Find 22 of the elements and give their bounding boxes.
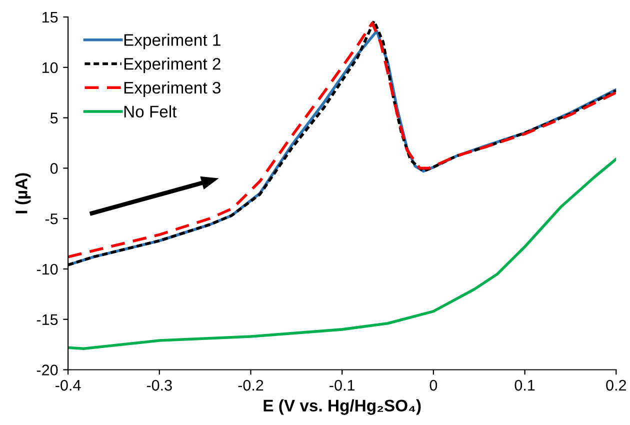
x-tick-label: 0 bbox=[430, 380, 438, 391]
x-tick-label: -0.1 bbox=[330, 380, 355, 391]
x-tick-label: -0.3 bbox=[146, 380, 172, 391]
legend-label: No Felt bbox=[124, 105, 177, 118]
y-tick-label: -15 bbox=[36, 314, 58, 326]
y-tick-label: -20 bbox=[36, 364, 58, 376]
legend-label: Experiment 1 bbox=[124, 34, 220, 50]
line-series bbox=[68, 158, 616, 350]
legend-label: Experiment 2 bbox=[124, 58, 220, 74]
y-tick-label: -5 bbox=[45, 214, 58, 224]
y-tick-label: 0 bbox=[50, 163, 58, 174]
y-tick-label: 15 bbox=[42, 12, 58, 23]
y-tick-label: -10 bbox=[36, 264, 58, 275]
x-axis-title: E (V vs. Hg/Hg₂SO₄) bbox=[264, 399, 421, 415]
y-tick-label: 10 bbox=[42, 62, 58, 74]
x-tick-label: 0.2 bbox=[606, 380, 626, 391]
x-tick-label: 0.1 bbox=[514, 380, 535, 391]
legend-label: Experiment 3 bbox=[124, 81, 220, 97]
y-axis-title: I (µA) bbox=[15, 173, 31, 214]
x-tick-label: -0.4 bbox=[56, 380, 81, 391]
x-tick-label: -0.2 bbox=[238, 380, 264, 391]
y-tick-label: 5 bbox=[50, 112, 58, 124]
